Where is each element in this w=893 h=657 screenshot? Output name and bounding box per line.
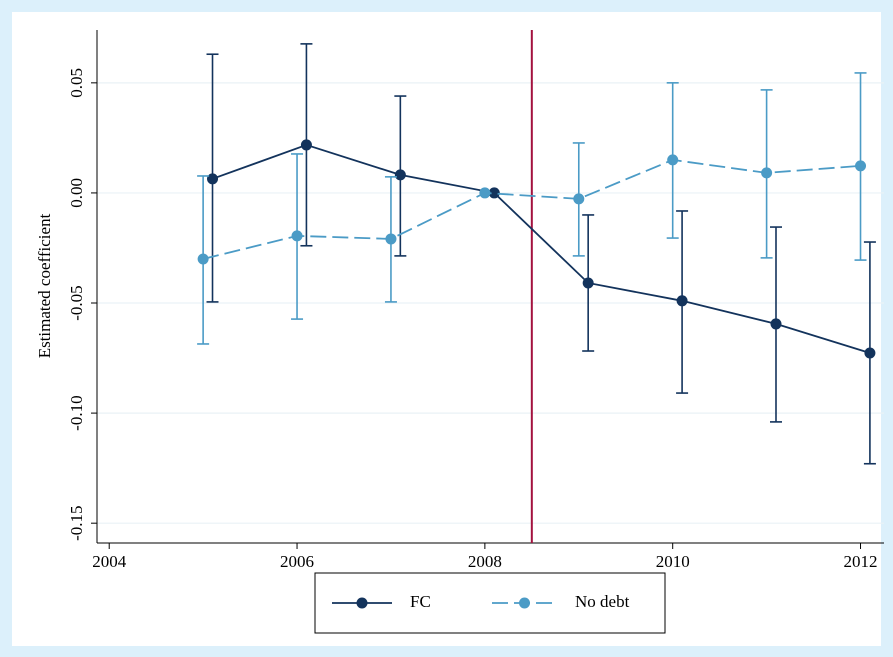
plot-background — [12, 12, 881, 646]
data-point — [761, 167, 773, 179]
y-axis-label: Estimated coefficient — [35, 213, 54, 358]
y-tick-label: 0.00 — [67, 178, 86, 208]
data-point — [479, 187, 491, 199]
x-tick-label: 2008 — [468, 552, 502, 571]
legend-marker — [356, 597, 368, 609]
y-tick-label: -0.05 — [67, 285, 86, 320]
series-line — [212, 143, 871, 354]
legend-label: FC — [410, 592, 431, 611]
y-tick-label: -0.15 — [67, 505, 86, 540]
legend-label: No debt — [575, 592, 630, 611]
data-point — [197, 253, 209, 265]
x-tick-label: 2006 — [280, 552, 314, 571]
y-tick-label: -0.10 — [67, 395, 86, 430]
data-point — [864, 347, 876, 359]
data-point — [488, 187, 500, 199]
legend-marker — [519, 597, 530, 609]
y-tick-label: 0.05 — [67, 68, 86, 98]
data-point — [385, 233, 397, 245]
data-point — [291, 230, 303, 242]
x-tick-label: 2004 — [92, 552, 127, 571]
data-point — [582, 277, 594, 289]
series-line — [202, 158, 861, 260]
data-point — [394, 169, 406, 181]
data-point — [300, 139, 312, 151]
data-point — [676, 295, 688, 307]
data-point — [667, 154, 679, 166]
x-tick-label: 2012 — [844, 552, 878, 571]
x-tick-label: 2010 — [656, 552, 690, 571]
data-point — [855, 160, 867, 172]
data-point — [770, 318, 782, 330]
data-point — [207, 173, 219, 185]
data-point — [573, 193, 585, 205]
